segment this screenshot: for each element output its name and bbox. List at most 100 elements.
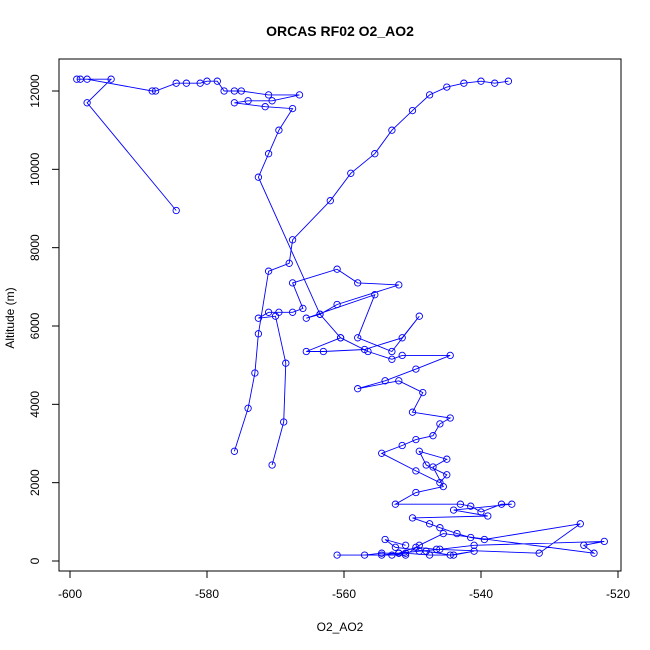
data-point <box>401 551 410 559</box>
data-point <box>288 308 297 316</box>
data-point <box>148 87 156 95</box>
data-point <box>470 541 478 549</box>
data-point <box>333 551 341 559</box>
data-point <box>354 279 362 287</box>
data-point <box>268 97 276 105</box>
data-point <box>378 551 386 559</box>
data-point <box>401 541 410 549</box>
data-point <box>460 79 468 87</box>
data-point <box>251 369 259 377</box>
data-point <box>395 281 403 289</box>
data-point <box>336 334 345 342</box>
data-point <box>182 79 191 87</box>
data-point <box>432 545 441 553</box>
data-point <box>408 408 417 416</box>
data-point <box>497 500 506 508</box>
y-tick-label: 2000 <box>28 469 42 496</box>
data-point <box>254 330 263 338</box>
data-point <box>388 355 396 363</box>
data-point <box>425 520 434 528</box>
data-point <box>446 351 454 360</box>
data-point <box>508 500 516 508</box>
data-point <box>244 404 252 412</box>
data-point <box>412 488 420 497</box>
data-point <box>429 463 437 471</box>
data-point <box>275 308 283 316</box>
data-point <box>347 169 355 177</box>
data-point <box>443 455 451 463</box>
data-point <box>439 482 447 491</box>
data-point <box>326 197 334 205</box>
data-point <box>268 461 276 469</box>
data-point <box>576 520 584 528</box>
data-point <box>371 150 379 158</box>
data-point <box>408 106 417 115</box>
data-point <box>401 549 410 557</box>
data-point <box>439 529 447 538</box>
data-point <box>470 547 478 555</box>
data-point <box>580 541 588 549</box>
data-point <box>288 236 297 244</box>
x-tick-label: -520 <box>606 587 630 601</box>
data-point <box>285 259 293 267</box>
data-point <box>378 449 386 457</box>
y-axis: 0 2000 4000 6000 8000 10000 12000 <box>28 74 60 564</box>
data-point <box>381 535 389 544</box>
data-point <box>415 547 423 555</box>
y-tick-label: 8000 <box>28 234 42 261</box>
data-point <box>288 104 297 113</box>
data-point <box>254 173 263 181</box>
data-point <box>446 551 454 559</box>
data-point <box>230 87 239 95</box>
data-point <box>230 447 239 455</box>
data-point <box>456 500 465 508</box>
x-tick-label: -580 <box>195 587 219 601</box>
data-point <box>449 551 458 559</box>
data-point <box>398 334 406 342</box>
data-point <box>398 441 406 450</box>
data-point <box>453 529 461 538</box>
data-point <box>436 420 444 428</box>
data-point <box>333 265 341 273</box>
data-point <box>504 77 513 85</box>
data-point <box>83 75 91 83</box>
series-points <box>73 75 608 559</box>
data-point <box>422 547 430 555</box>
data-point <box>467 502 475 510</box>
data-point <box>391 543 400 551</box>
data-point <box>172 79 180 87</box>
data-point <box>415 447 423 455</box>
y-axis-label: Altitude (m) <box>3 287 17 348</box>
data-point <box>391 500 400 508</box>
data-point <box>443 471 451 479</box>
data-point <box>275 126 283 134</box>
data-point <box>388 126 396 134</box>
data-point <box>299 304 307 313</box>
data-point <box>412 435 420 444</box>
data-point <box>288 279 297 287</box>
data-point <box>425 91 434 99</box>
data-point <box>398 351 406 360</box>
x-axis-label: O2_AO2 <box>317 620 364 634</box>
data-point <box>415 312 423 320</box>
data-point <box>264 91 273 99</box>
data-point <box>302 314 310 322</box>
y-tick-label: 10000 <box>28 152 42 186</box>
data-point <box>491 79 499 87</box>
data-point <box>360 551 369 559</box>
data-point <box>280 418 288 426</box>
x-tick-label: -540 <box>469 587 493 601</box>
x-axis: -600 -580 -560 -540 -520 <box>58 570 630 601</box>
data-point <box>237 87 245 95</box>
x-tick-label: -560 <box>332 587 356 601</box>
data-point <box>261 103 269 111</box>
data-point <box>381 377 389 385</box>
y-tick-label: 0 <box>28 557 42 564</box>
data-point <box>319 347 328 356</box>
data-point <box>378 549 386 557</box>
data-point <box>419 388 427 397</box>
data-point <box>436 545 444 553</box>
data-point <box>480 535 489 544</box>
